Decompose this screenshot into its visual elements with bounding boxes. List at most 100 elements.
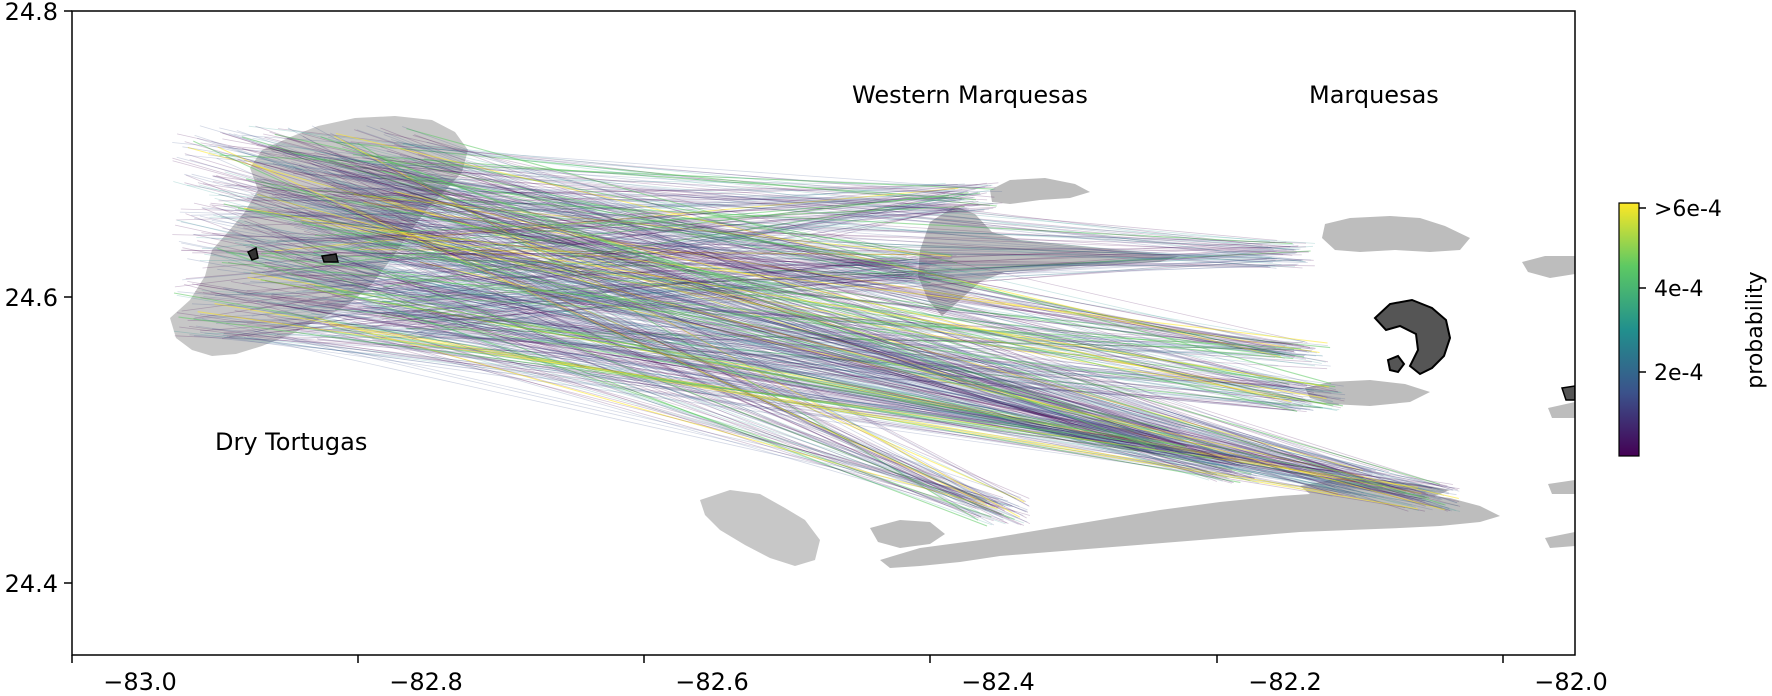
connection-line: [313, 253, 1155, 440]
connection-line: [191, 303, 1279, 358]
connection-line: [177, 219, 1219, 479]
connection-line: [332, 181, 1366, 471]
connection-line: [228, 261, 1372, 477]
connection-line: [324, 186, 996, 195]
connection-line: [216, 174, 1000, 507]
connection-line: [406, 327, 1295, 351]
connection-line: [424, 158, 958, 264]
connection-line: [251, 142, 1316, 349]
connection-line: [264, 200, 950, 316]
connection-line: [246, 197, 1229, 467]
connection-line: [247, 240, 982, 518]
connection-line: [287, 245, 1299, 336]
connection-line: [302, 221, 1274, 259]
connection-line: [345, 166, 988, 201]
connection-line: [200, 331, 1332, 483]
connection-line: [280, 169, 917, 258]
connection-line: [390, 147, 965, 194]
connection-line: [271, 150, 1214, 456]
connection-line: [393, 274, 1384, 498]
connection-line: [314, 179, 953, 268]
connection-line: [329, 280, 1150, 440]
connection-line: [221, 261, 1294, 360]
connection-line: [382, 170, 1446, 506]
connection-line: [176, 312, 1166, 455]
connection-line: [222, 228, 1314, 411]
connection-line: [397, 311, 1310, 390]
connection-line: [399, 183, 1282, 265]
connection-line: [392, 258, 1278, 308]
connection-line: [380, 164, 1294, 346]
connection-line: [361, 229, 1243, 465]
connection-line: [187, 146, 1363, 472]
connection-line: [199, 215, 1144, 436]
connection-line: [388, 192, 1240, 460]
connection-line: [409, 253, 1296, 296]
plot-area: [72, 11, 1575, 655]
small-islet-right: [1561, 385, 1575, 401]
colorbar: >6e-4 4e-4 2e-4 probability: [1618, 197, 1768, 457]
connection-line: [357, 172, 988, 501]
connection-line: [178, 316, 1157, 446]
connection-line: [363, 206, 966, 330]
connection-line: [335, 308, 1323, 409]
connection-line: [390, 139, 1296, 389]
connection-line: [319, 258, 1267, 306]
connection-line: [226, 323, 1316, 389]
connection-line: [411, 200, 979, 340]
connection-line: [194, 217, 1372, 471]
connection-line: [209, 194, 1300, 250]
connection-line: [243, 207, 1330, 388]
connection-line: [303, 327, 1213, 459]
connection-line: [282, 276, 1436, 492]
connection-line: [184, 173, 1242, 466]
connection-line: [268, 147, 931, 284]
connection-line: [403, 159, 1285, 359]
connection-line: [244, 240, 1182, 441]
connection-line: [313, 195, 949, 253]
dry-tortugas-islet-2: [321, 253, 339, 263]
connection-line: [355, 165, 1292, 389]
connection-line: [420, 189, 976, 239]
connection-line: [234, 209, 1305, 347]
east-shoal-1: [1522, 256, 1575, 278]
connection-line: [222, 138, 910, 265]
connection-line: [212, 205, 1005, 510]
connection-line: [193, 140, 990, 504]
connection-line: [377, 272, 1419, 511]
connection-line: [214, 303, 1338, 495]
connection-line: [336, 212, 1276, 267]
connection-line: [314, 284, 1188, 448]
connection-line: [269, 258, 919, 329]
connection-line: [243, 227, 1373, 476]
connection-line: [379, 200, 1442, 495]
connection-line: [296, 208, 948, 292]
connection-line: [278, 245, 1314, 321]
connection-line: [296, 256, 1236, 473]
connection-line: [376, 268, 1015, 520]
connection-line: [310, 312, 1146, 444]
connection-line: [209, 152, 1305, 343]
connection-line: [187, 258, 1253, 459]
connection-line: [350, 141, 995, 198]
connection-line: [228, 132, 1231, 473]
connection-line: [329, 175, 980, 513]
connection-line: [353, 216, 1228, 467]
connection-line: [389, 252, 1302, 256]
western-marquesas-bank: [918, 206, 1180, 316]
connection-line: [333, 239, 1356, 497]
connection-line: [324, 188, 1307, 352]
connection-line: [260, 279, 1146, 442]
connection-line: [325, 217, 1181, 429]
dry-tortugas-reef: [170, 116, 468, 356]
connection-line: [348, 239, 1450, 509]
connection-line: [305, 318, 1004, 521]
connection-line: [342, 180, 1372, 472]
connection-line: [172, 157, 1141, 444]
connection-line: [254, 193, 1444, 492]
connection-line: [383, 158, 1156, 449]
connection-line: [226, 184, 1285, 355]
connection-line: [271, 231, 925, 270]
connection-line: [245, 178, 1334, 407]
connection-line: [180, 221, 1404, 485]
